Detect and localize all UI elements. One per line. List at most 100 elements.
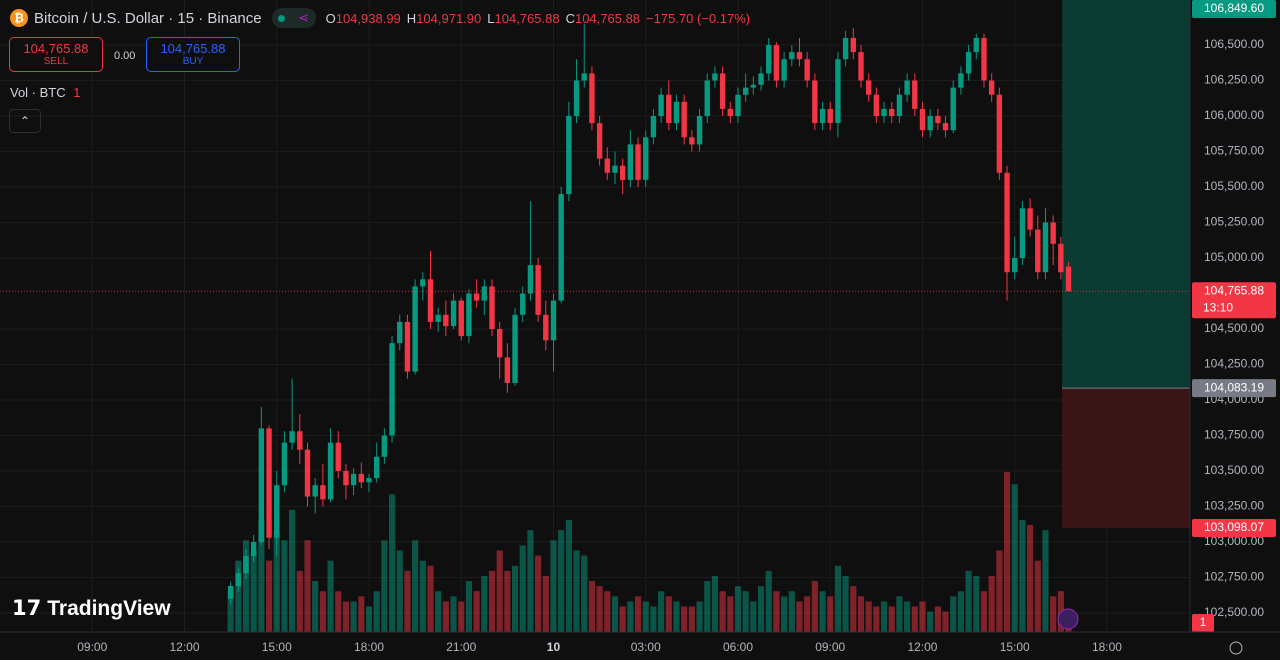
volume-bar bbox=[381, 540, 388, 632]
y-tick-label: 103,750.00 bbox=[1204, 428, 1264, 442]
volume-bar bbox=[250, 550, 257, 632]
volume-bar bbox=[504, 570, 511, 632]
ohlc-values: O104,938.99 H104,971.90 L104,765.88 C104,76… bbox=[320, 10, 640, 27]
candle-body bbox=[766, 45, 772, 74]
volume-bar bbox=[365, 606, 373, 632]
volume-bar bbox=[258, 519, 265, 632]
candle-body bbox=[489, 286, 495, 329]
volume-bar bbox=[804, 596, 811, 632]
y-tick-label: 103,250.00 bbox=[1204, 499, 1264, 513]
sell-price: 104,765.88 bbox=[23, 41, 89, 56]
volume-bar bbox=[827, 596, 834, 632]
last-price-label-countdown: 13:10 bbox=[1203, 300, 1233, 314]
candle-body bbox=[573, 80, 580, 117]
status-pill[interactable]: ⋖ bbox=[271, 8, 316, 28]
candle-body bbox=[919, 108, 926, 131]
candle-body bbox=[827, 108, 833, 124]
volume-bar bbox=[542, 575, 549, 632]
candle-body bbox=[420, 279, 426, 287]
volume-legend: Vol · BTC 1 bbox=[10, 85, 80, 100]
volume-bar bbox=[535, 555, 542, 632]
candle-body bbox=[527, 265, 534, 294]
collapse-button[interactable]: ⌃ bbox=[9, 109, 41, 133]
volume-bar bbox=[665, 596, 672, 632]
volume-bar bbox=[757, 586, 765, 632]
volume-bar bbox=[1019, 519, 1026, 632]
candle-body bbox=[681, 101, 687, 138]
x-tick-label: 21:00 bbox=[446, 640, 476, 654]
price-axis-bg bbox=[1190, 0, 1280, 660]
volume-bar bbox=[865, 601, 872, 632]
sell-button[interactable]: 104,765.88 SELL bbox=[9, 37, 103, 72]
candle-body bbox=[1042, 222, 1049, 273]
candle-body bbox=[435, 314, 441, 322]
candle-body bbox=[965, 52, 972, 74]
y-tick-label: 104,250.00 bbox=[1204, 357, 1264, 371]
candle-body bbox=[589, 73, 595, 124]
x-tick-label: 09:00 bbox=[815, 640, 845, 654]
buy-button[interactable]: 104,765.88 BUY bbox=[146, 37, 240, 72]
volume-bar bbox=[373, 591, 380, 632]
candle-body bbox=[466, 293, 472, 337]
volume-bar bbox=[1042, 530, 1049, 632]
volume-bar bbox=[850, 586, 857, 632]
candle-body bbox=[719, 73, 726, 109]
x-tick-label: 18:00 bbox=[354, 640, 384, 654]
candle-body bbox=[1035, 229, 1041, 273]
candle-body bbox=[643, 137, 649, 180]
volume-bar bbox=[427, 565, 434, 632]
candle-body bbox=[297, 431, 303, 450]
candle-body bbox=[443, 314, 449, 327]
candle-body bbox=[927, 116, 933, 131]
candle-body bbox=[727, 108, 733, 117]
x-tick-label: 06:00 bbox=[723, 640, 753, 654]
candle-body bbox=[612, 165, 618, 173]
volume-bar bbox=[1027, 524, 1034, 632]
buy-price: 104,765.88 bbox=[160, 41, 226, 56]
candle-body bbox=[381, 435, 388, 457]
settings-icon[interactable] bbox=[1229, 641, 1243, 655]
volume-bar bbox=[927, 611, 934, 632]
y-tick-label: 105,750.00 bbox=[1204, 144, 1264, 158]
candle-body bbox=[412, 286, 418, 372]
volume-bar bbox=[896, 596, 903, 632]
volume-bar bbox=[788, 591, 795, 632]
volume-bar bbox=[435, 591, 442, 632]
volume-bar bbox=[819, 591, 826, 632]
volume-bar bbox=[481, 575, 488, 632]
volume-bar bbox=[596, 586, 603, 632]
candle-body bbox=[1019, 208, 1026, 258]
candle-body bbox=[581, 73, 587, 81]
entry-label-bg bbox=[1192, 379, 1276, 398]
volume-bar bbox=[581, 555, 588, 632]
volume-bar bbox=[811, 581, 818, 632]
volume-bar bbox=[588, 581, 595, 632]
y-tick-label: 103,500.00 bbox=[1204, 463, 1264, 477]
candle-body bbox=[996, 94, 1003, 173]
last-price-label: 104,765.88 bbox=[1204, 283, 1264, 297]
candle-body bbox=[404, 321, 411, 372]
volume-bar bbox=[442, 601, 449, 632]
volume-bar bbox=[281, 540, 288, 632]
last-price-label-bg bbox=[1192, 282, 1276, 319]
volume-bar bbox=[1050, 596, 1057, 632]
candle-body bbox=[320, 485, 326, 500]
candle-body bbox=[796, 52, 803, 60]
candle-body bbox=[850, 37, 856, 53]
candle-body bbox=[1027, 208, 1033, 230]
candle-body bbox=[1012, 257, 1018, 273]
volume-bar bbox=[304, 540, 311, 632]
volume-bar bbox=[673, 601, 680, 632]
y-tick-label: 106,250.00 bbox=[1204, 73, 1264, 87]
x-tick-label: 10 bbox=[547, 640, 561, 654]
candle-body bbox=[335, 442, 341, 471]
corner-badge: 1 bbox=[1200, 615, 1207, 629]
candle-body bbox=[673, 101, 680, 124]
volume-bar bbox=[412, 540, 419, 632]
volume-bar bbox=[696, 601, 703, 632]
candle-body bbox=[650, 116, 657, 138]
candle-body bbox=[689, 137, 695, 145]
candle-body bbox=[258, 428, 265, 542]
volume-bar bbox=[658, 591, 665, 632]
candle-body bbox=[666, 94, 672, 124]
